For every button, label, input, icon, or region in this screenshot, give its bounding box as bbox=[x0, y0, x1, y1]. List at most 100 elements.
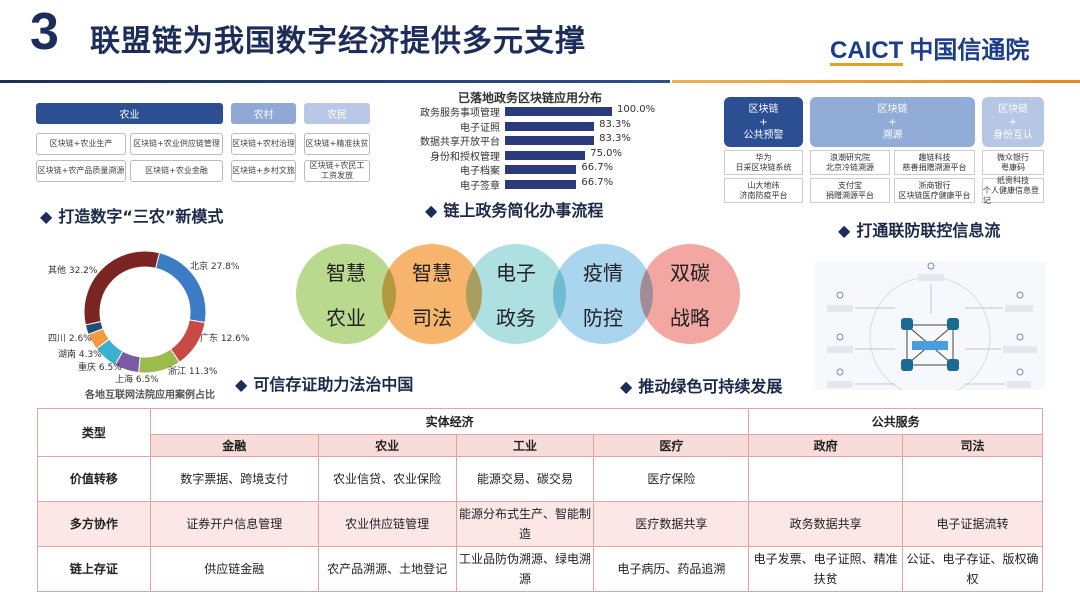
court-donut-chart: 北京 27.8% 广东 12.6% 浙江 11.3% 上海 6.5%重庆 6.5%湖南… bbox=[48, 250, 250, 385]
circle-双碳战略: 双碳 战略 bbox=[640, 244, 740, 344]
donut-label: 浙江 11.3% bbox=[168, 365, 218, 377]
network-diagram bbox=[815, 262, 1045, 390]
bar-label: 身份和授权管理 bbox=[430, 151, 500, 163]
bar-value: 83.3% bbox=[599, 133, 631, 144]
table-row: 价值转移 数字票据、跨境支付 农业信贷、农业保险 能源交易、碳交易 医疗保险 bbox=[37, 456, 1043, 502]
agri-cell: 区块链+农业金融 bbox=[130, 160, 223, 182]
row-label: 价值转移 bbox=[37, 456, 151, 502]
epidemic-cell: 浙商银行 区块链医疗健康平台 bbox=[894, 178, 975, 203]
epidemic-cell: 纸贵科技 个人健康信息登记 bbox=[982, 176, 1044, 205]
epidemic-heading-text: 打通联防联控信息流 bbox=[856, 221, 1001, 240]
bar bbox=[505, 165, 577, 174]
agri-cell: 区块链+农业生产 bbox=[36, 133, 126, 155]
epidemic-header: 区块链 + 溯源 bbox=[810, 97, 975, 147]
circle-line: 疫情 bbox=[583, 261, 623, 285]
agri-header: 农民 bbox=[304, 103, 370, 124]
circle-line: 电子 bbox=[496, 261, 536, 285]
table-cell: 数字票据、跨境支付 bbox=[149, 456, 319, 502]
table-cell: 政务数据共享 bbox=[748, 501, 904, 547]
table-cell: 能源分布式生产、智能制造 bbox=[455, 501, 595, 547]
diamond-icon: ◆ bbox=[620, 377, 633, 396]
bar-value: 83.3% bbox=[599, 118, 631, 130]
cell-line: 慈善捐赠溯源平台 bbox=[902, 162, 967, 172]
h-line: + bbox=[759, 116, 768, 128]
circle-line: 智慧 bbox=[326, 261, 366, 285]
h-line: + bbox=[1008, 116, 1018, 128]
h-line: 区块链 bbox=[998, 103, 1028, 115]
donut-label: 四川 2.6% bbox=[48, 334, 92, 344]
circle-电子政务: 电子 政务 bbox=[466, 244, 566, 344]
bar bbox=[505, 121, 595, 131]
table-cell: 医疗保险 bbox=[593, 456, 750, 502]
bar-value: 100.0% bbox=[617, 104, 656, 115]
court-heading: ◆ 可信存证助力法治中国 bbox=[235, 371, 413, 395]
cell-line: 华为 bbox=[755, 152, 772, 162]
table-cell bbox=[902, 456, 1043, 502]
circle-智慧农业: 智慧 农业 bbox=[296, 244, 396, 344]
donut-label: 广东 12.6% bbox=[200, 332, 250, 344]
donut-label: 北京 27.8% bbox=[190, 260, 240, 272]
agri-cell: 区块链+农村治理 bbox=[231, 133, 296, 155]
table-cell bbox=[748, 456, 904, 502]
cell-line: 支付宝 bbox=[838, 180, 862, 190]
table-cell: 农业信贷、农业保险 bbox=[317, 456, 457, 502]
diamond-icon: ◆ bbox=[40, 207, 53, 226]
column-header: 司法 bbox=[902, 434, 1043, 457]
caict-logo: CAICT 中国信通院 bbox=[830, 30, 1029, 66]
cell-line: 个人健康信息登记 bbox=[983, 185, 1039, 205]
h-line: 区块链 bbox=[877, 103, 908, 115]
cell-line: 趣链科技 bbox=[918, 152, 951, 162]
table-cell: 工业品防伪溯源、绿电溯源 bbox=[455, 546, 595, 592]
bar-value: 75.0% bbox=[590, 147, 623, 159]
table-cell: 能源交易、碳交易 bbox=[455, 456, 595, 502]
column-header: 农业 bbox=[317, 434, 457, 457]
bar-label: 数据共享开放平台 bbox=[420, 137, 500, 148]
bar-label: 政务服务事项管理 bbox=[420, 108, 500, 119]
cell-line: 浙商银行 bbox=[918, 180, 951, 190]
gov-heading: ◆ 链上政务简化办事流程 bbox=[425, 197, 603, 221]
h-line: 区块链 bbox=[748, 103, 779, 115]
header-rule-orange bbox=[672, 80, 1080, 83]
bar-label: 电子签章 bbox=[460, 180, 500, 192]
gov-chart-title: 已落地政务区块链应用分布 bbox=[457, 91, 602, 105]
epidemic-cell: 山大地纬 济南防疫平台 bbox=[724, 178, 803, 203]
group-header: 实体经济 bbox=[149, 408, 750, 435]
logo-en: CAICT bbox=[830, 37, 904, 66]
cell-line: 济南防疫平台 bbox=[739, 190, 788, 200]
table-row: 多方协作 证券开户信息管理 农业供应链管理 能源分布式生产、智能制造 医疗数据共享 政务数… bbox=[37, 501, 1043, 547]
agri-cell: 区块链+精准扶贫 bbox=[304, 133, 370, 155]
h-line: 溯源 bbox=[882, 129, 903, 141]
circle-line: 农业 bbox=[326, 306, 366, 330]
agri-header: 农村 bbox=[231, 103, 296, 124]
bar bbox=[505, 179, 577, 189]
agri-cell: 区块链+乡村文旅 bbox=[231, 160, 296, 182]
cell-line: 粤康码 bbox=[1001, 162, 1025, 172]
cell-line: 浪潮研究院 bbox=[830, 152, 870, 162]
donut-label: 其他 32.2% bbox=[48, 264, 98, 276]
agri-cell: 区块链+农产品质量溯源 bbox=[36, 160, 126, 182]
type-header: 类型 bbox=[37, 408, 151, 457]
h-line: 身份互认 bbox=[993, 129, 1033, 141]
table-cell: 农业供应链管理 bbox=[317, 501, 457, 547]
logo-cn: 中国信通院 bbox=[909, 36, 1030, 64]
table-cell: 电子病历、药品追溯 bbox=[593, 546, 750, 592]
application-table: 类型 实体经济 公共服务 金融 农业 工业 医疗 政府 司法 价值转移 数字票据、跨境支付 农业信… bbox=[37, 408, 1043, 592]
gov-heading-text: 链上政务简化办事流程 bbox=[443, 201, 604, 220]
donut-label: 上海 6.5% bbox=[115, 373, 159, 385]
table-cell: 供应链金融 bbox=[149, 546, 319, 592]
group-header: 公共服务 bbox=[748, 408, 1043, 435]
cell-line: 山大地纬 bbox=[747, 180, 780, 190]
epidemic-header: 区块链 + 身份互认 bbox=[982, 97, 1044, 147]
table-cell: 证券开户信息管理 bbox=[149, 501, 319, 547]
donut-slice-其他 bbox=[83, 250, 161, 326]
table-cell: 公证、电子存证、版权确权 bbox=[902, 546, 1043, 592]
agri-cell: 区块链+农民工工资发放 bbox=[304, 160, 370, 182]
donut-label: 湖南 4.3% bbox=[58, 348, 102, 360]
bar bbox=[505, 107, 612, 116]
epidemic-cell: 趣链科技 慈善捐赠溯源平台 bbox=[894, 150, 975, 175]
green-heading-text: 推动绿色可持续发展 bbox=[638, 377, 783, 396]
epidemic-heading: ◆ 打通联防联控信息流 bbox=[838, 217, 1000, 241]
green-heading: ◆ 推动绿色可持续发展 bbox=[620, 373, 782, 397]
circle-智慧司法: 智慧 司法 bbox=[382, 244, 482, 344]
h-line: + bbox=[888, 116, 897, 128]
